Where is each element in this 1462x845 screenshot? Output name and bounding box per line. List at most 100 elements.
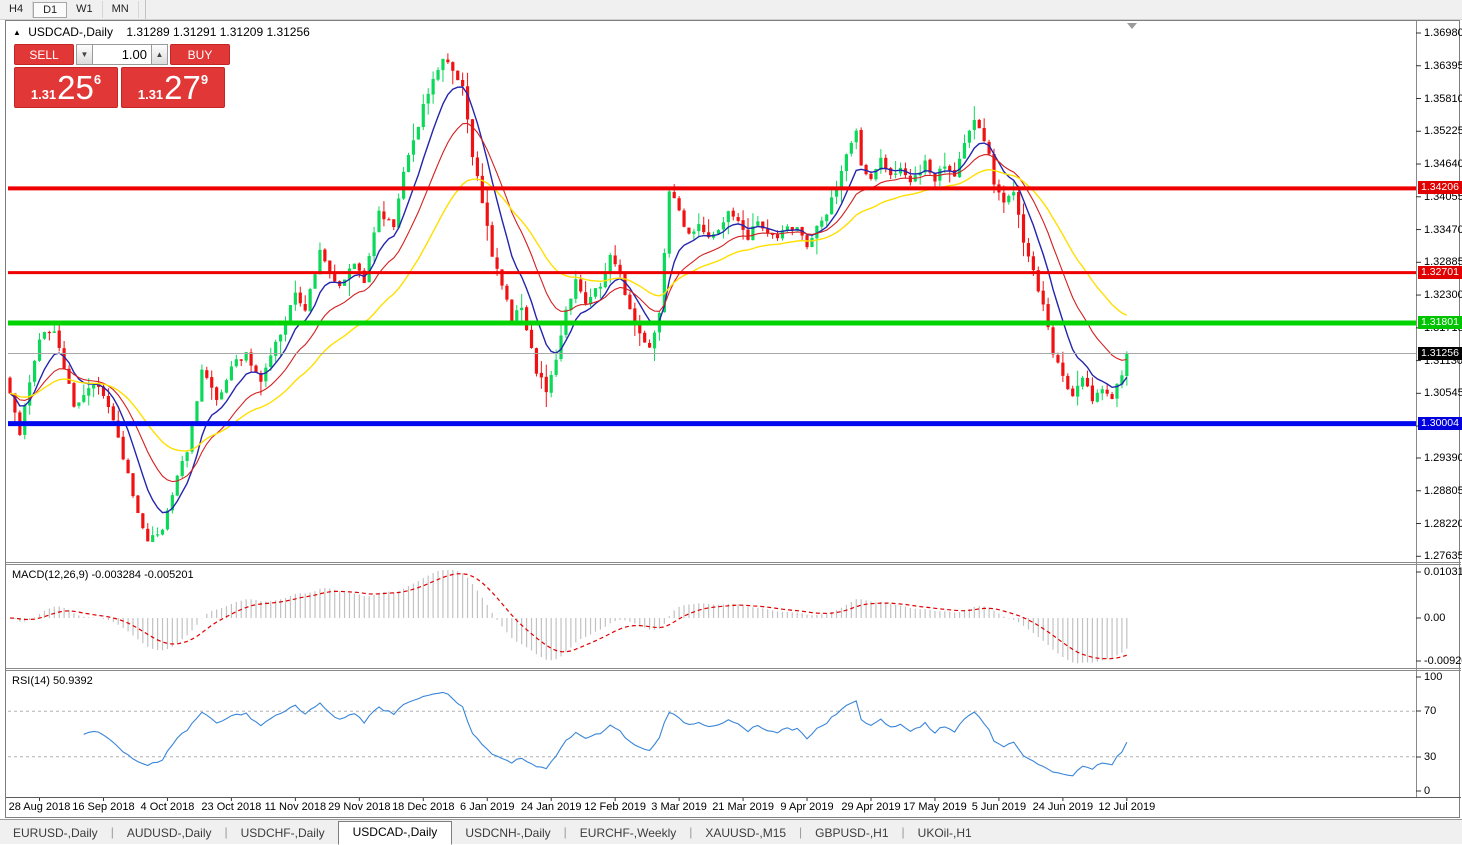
- sell-button[interactable]: SELL: [14, 44, 74, 65]
- date-label: 16 Sep 2018: [72, 801, 135, 813]
- collapse-triangle-icon[interactable]: ▲: [13, 28, 21, 37]
- timeframe-button-w1[interactable]: W1: [67, 1, 103, 18]
- price-axis-label: 1.33470: [1424, 223, 1462, 236]
- timeframe-button-d1[interactable]: D1: [33, 1, 68, 18]
- price-axis-label: 1.36980: [1424, 27, 1462, 39]
- chart-tab-ukoil[interactable]: UKOil-,H1: [917, 826, 972, 840]
- chart-tab-usdcad[interactable]: USDCAD-,Daily: [337, 821, 453, 845]
- timeframe-button-h4[interactable]: H4: [0, 1, 34, 18]
- price-tag-1.30004[interactable]: 1.30004: [1418, 416, 1462, 430]
- tab-separator: |: [901, 824, 905, 839]
- date-label: 6 Jan 2019: [460, 801, 515, 813]
- price-axis-label: 1.32300: [1424, 289, 1462, 302]
- tab-separator: |: [110, 824, 114, 839]
- chart-ohlc-values: 1.31289 1.31291 1.31209 1.31256: [126, 25, 310, 39]
- date-axis-separator: [6, 797, 1461, 798]
- price-axis-label: 1.29390: [1424, 451, 1462, 464]
- sell-price-big: 25: [57, 69, 94, 106]
- sell-price-pipette: 6: [93, 72, 102, 87]
- macd-scale-label: -0.009203: [1424, 655, 1462, 667]
- chart-tab-gbpusd[interactable]: GBPUSD-,H1: [815, 826, 889, 840]
- date-label: 18 Dec 2018: [392, 801, 455, 813]
- rsi-scale-label: 70: [1424, 705, 1437, 717]
- rsi-scale-label: 30: [1424, 751, 1437, 763]
- date-label: 9 Apr 2019: [780, 801, 834, 813]
- date-label: 21 Mar 2019: [712, 801, 774, 813]
- chart-tab-usdchf[interactable]: USDCHF-,Daily: [240, 826, 325, 840]
- price-axis-label: 1.27635: [1424, 550, 1462, 563]
- price-axis-label: 1.32885: [1424, 256, 1462, 269]
- volume-input[interactable]: [93, 44, 151, 65]
- tab-separator: |: [224, 824, 228, 839]
- price-axis-label: 1.28805: [1424, 484, 1462, 497]
- date-label: 12 Feb 2019: [584, 801, 647, 813]
- price-axis-label: 1.30545: [1424, 387, 1462, 400]
- toolbar-separator: [144, 0, 146, 19]
- buy-price-box[interactable]: 1.31 27 9: [121, 67, 225, 108]
- macd-signal-line: [9, 573, 1127, 660]
- chart-shift-marker-icon[interactable]: [1127, 23, 1137, 29]
- tab-separator: |: [799, 824, 803, 839]
- pane-splitter-rsi[interactable]: [6, 668, 1461, 669]
- buy-price-big: 27: [164, 69, 201, 106]
- date-label: 4 Oct 2018: [140, 801, 195, 813]
- rsi-scale-label: 0: [1424, 785, 1431, 797]
- price-axis-label: 1.36395: [1424, 59, 1462, 72]
- chart-tab-usdcnh[interactable]: USDCNH-,Daily: [465, 826, 551, 840]
- timeframe-button-mn[interactable]: MN: [103, 1, 139, 18]
- macd-histogram: [14, 570, 1128, 664]
- volume-decrease-button[interactable]: ▼: [76, 44, 93, 65]
- macd-indicator-label: MACD(12,26,9) -0.003284 -0.005201: [12, 569, 194, 581]
- ma-line-8: [9, 86, 1128, 514]
- date-label: 17 May 2019: [903, 801, 967, 813]
- date-label: 29 Nov 2018: [328, 801, 391, 813]
- date-label: 23 Oct 2018: [201, 801, 262, 813]
- macd-scale-label: 0.010311: [1424, 566, 1462, 578]
- volume-increase-button[interactable]: ▲: [151, 44, 168, 65]
- date-label: 24 Jun 2019: [1032, 801, 1094, 813]
- chart-window-frame: [5, 20, 1460, 818]
- price-tag-1.31801[interactable]: 1.31801: [1418, 315, 1462, 329]
- chart-symbol-label: USDCAD-,Daily: [28, 25, 113, 39]
- tab-separator: |: [563, 824, 567, 839]
- price-axis-label: 1.35810: [1424, 92, 1462, 105]
- chart-tab-bar: EURUSD-,Daily | AUDUSD-,Daily | USDCHF-,Dail…: [0, 819, 1462, 845]
- rsi-line: [83, 691, 1128, 777]
- buy-price-pipette: 9: [200, 72, 209, 87]
- candles: [8, 53, 1129, 543]
- chart-tab-eurusd[interactable]: EURUSD-,Daily: [13, 826, 98, 840]
- ma-line-17: [9, 122, 1127, 483]
- date-label: 24 Jan 2019: [520, 801, 582, 813]
- date-label: 11 Nov 2018: [264, 801, 327, 813]
- date-label: 28 Aug 2018: [8, 801, 71, 813]
- date-label: 5 Jun 2019: [971, 801, 1027, 813]
- one-click-trading-panel: SELL ▼ ▲ BUY 1.31 25 6 1.31 27 9: [14, 44, 230, 108]
- price-axis-separator: [1416, 21, 1417, 797]
- price-tag-1.32701[interactable]: 1.32701: [1418, 265, 1462, 279]
- date-label: 3 Mar 2019: [651, 801, 707, 813]
- timeframe-toolbar: H4 D1 W1 MN: [0, 0, 1462, 20]
- macd-scale-label: 0.00: [1424, 612, 1446, 624]
- price-axis-label: 1.28220: [1424, 517, 1462, 530]
- volume-stepper: ▼ ▲: [76, 44, 168, 65]
- price-axis-label: 1.35225: [1424, 125, 1462, 138]
- tab-separator: |: [689, 824, 693, 839]
- chart-tab-eurchf[interactable]: EURCHF-,Weekly: [579, 826, 677, 840]
- price-tag-1.31256[interactable]: 1.31256: [1418, 346, 1462, 360]
- rsi-scale-label: 100: [1424, 671, 1443, 683]
- pane-splitter-macd-inner: [6, 564, 1461, 565]
- date-label: 12 Jul 2019: [1098, 801, 1156, 813]
- price-tag-1.34206[interactable]: 1.34206: [1418, 181, 1462, 195]
- sell-price-prefix: 1.31: [30, 87, 57, 102]
- pane-splitter-macd[interactable]: [6, 562, 1461, 563]
- date-label: 29 Apr 2019: [841, 801, 901, 813]
- buy-button[interactable]: BUY: [170, 44, 230, 65]
- chart-tab-xauusd[interactable]: XAUUSD-,M15: [705, 826, 787, 840]
- rsi-indicator-label: RSI(14) 50.9392: [12, 675, 93, 687]
- buy-price-prefix: 1.31: [137, 87, 164, 102]
- price-axis-label: 1.34640: [1424, 158, 1462, 171]
- sell-price-box[interactable]: 1.31 25 6: [14, 67, 118, 108]
- chart-tab-audusd[interactable]: AUDUSD-,Daily: [126, 826, 212, 840]
